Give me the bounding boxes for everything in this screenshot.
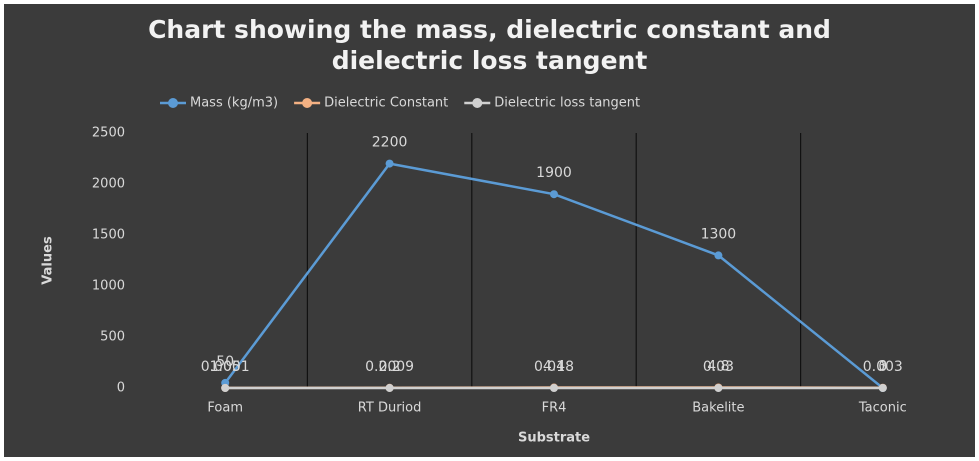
- data-label: 1900: [536, 165, 572, 181]
- legend-marker: [302, 98, 313, 108]
- data-label: 0.003: [863, 359, 903, 375]
- legend-marker: [168, 98, 178, 108]
- chart-container: 0 500 1000 1500 2000 2500 Foam RT Duriod FR4 Bake…: [4, 4, 975, 457]
- data-label: 4.4: [543, 359, 565, 375]
- point: [550, 190, 558, 199]
- data-label: 0.0009: [365, 359, 414, 375]
- point: [221, 384, 230, 392]
- y-axis-label: Values: [41, 236, 56, 285]
- point: [385, 383, 394, 392]
- y-tick-label: 500: [100, 330, 125, 345]
- point: [714, 383, 723, 392]
- y-tick-label: 1000: [92, 279, 125, 294]
- x-tick-label: Foam: [207, 401, 243, 416]
- point: [385, 159, 394, 168]
- x-tick-label: RT Duriod: [358, 401, 422, 416]
- y-tick-label: 1500: [92, 228, 125, 243]
- data-label: 0: [878, 359, 887, 375]
- legend-label: Dielectric loss tangent: [494, 96, 640, 111]
- x-tick-label: Taconic: [858, 401, 907, 416]
- data-label: 0.03: [703, 359, 734, 375]
- point: [878, 383, 887, 392]
- data-label: 2200: [372, 135, 408, 151]
- y-tick-label: 2000: [92, 177, 125, 192]
- y-tick-label: 0: [117, 381, 125, 396]
- legend-label: Dielectric Constant: [324, 96, 448, 111]
- x-axis-label: Substrate: [518, 431, 590, 446]
- data-label: 0.018: [534, 359, 574, 375]
- x-tick-label: FR4: [542, 401, 567, 416]
- chart-title: Chart showing the mass, dielectric const…: [148, 15, 831, 75]
- data-label: 4.8: [707, 359, 729, 375]
- data-label: 2.2: [378, 359, 400, 375]
- data-label: 3: [878, 359, 887, 375]
- data-label: 1300: [701, 226, 737, 242]
- data-label: 1.05: [210, 359, 241, 375]
- point: [714, 251, 723, 260]
- data-label: 50: [216, 354, 234, 370]
- y-tick-label: 2500: [92, 126, 125, 141]
- legend-marker: [472, 98, 483, 108]
- legend-label: Mass (kg/m3): [190, 96, 278, 111]
- data-label: 0.0001: [201, 359, 250, 375]
- point: [550, 383, 558, 392]
- x-tick-label: Bakelite: [692, 401, 744, 416]
